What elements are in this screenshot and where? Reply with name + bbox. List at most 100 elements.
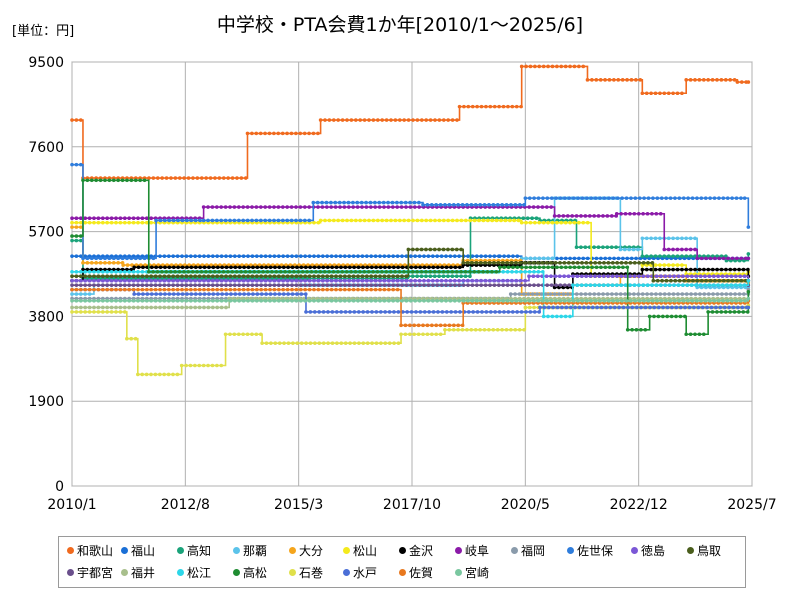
data-point: [319, 263, 323, 267]
data-point: [338, 278, 343, 283]
data-point: [118, 287, 123, 292]
data-point: [123, 287, 127, 292]
data-point: [347, 274, 352, 279]
data-point: [739, 278, 744, 283]
data-point: [540, 205, 545, 209]
data-point: [408, 332, 412, 337]
data-point: [737, 310, 741, 314]
data-point: [160, 276, 164, 281]
data-point: [463, 269, 468, 274]
data-point: [598, 298, 602, 303]
data-point: [74, 225, 79, 229]
data-point: [694, 274, 698, 279]
data-point: [213, 276, 217, 281]
data-point: [478, 327, 482, 332]
data-point: [363, 263, 367, 267]
data-point: [70, 274, 74, 279]
data-point: [555, 256, 559, 261]
data-point: [206, 287, 211, 292]
data-point: [681, 283, 685, 287]
data-point: [438, 323, 443, 328]
data-point: [127, 283, 131, 287]
data-point: [695, 278, 700, 283]
data-point: [742, 196, 747, 200]
data-point: [289, 131, 294, 136]
data-point: [596, 245, 601, 250]
data-point: [224, 292, 229, 296]
data-point: [83, 269, 87, 274]
data-point: [374, 341, 379, 345]
data-point: [105, 305, 109, 310]
data-point: [153, 274, 158, 279]
data-point: [163, 292, 167, 296]
data-point: [92, 278, 96, 283]
data-point: [169, 263, 174, 267]
data-point: [695, 196, 699, 200]
data-point: [551, 305, 555, 310]
data-point: [666, 254, 671, 258]
data-point: [180, 287, 184, 292]
data-point: [421, 203, 425, 207]
data-point: [140, 216, 145, 221]
data-point: [188, 363, 193, 368]
legend-label: 福井: [131, 565, 156, 580]
data-point: [659, 196, 664, 200]
data-point: [96, 254, 101, 258]
data-point: [403, 332, 408, 337]
data-point: [514, 269, 519, 274]
data-point: [207, 292, 211, 296]
legend-item: 高松: [233, 564, 267, 580]
data-point: [166, 372, 171, 377]
data-point: [546, 305, 551, 310]
data-point: [92, 274, 96, 279]
data-point: [149, 305, 153, 310]
data-point: [409, 283, 413, 287]
data-point: [118, 310, 123, 314]
data-point: [563, 265, 568, 270]
data-point: [164, 176, 169, 180]
data-point: [492, 254, 497, 258]
data-point: [644, 236, 649, 241]
data-point: [389, 263, 394, 267]
data-point: [206, 274, 211, 279]
data-point: [738, 274, 742, 279]
data-point: [167, 254, 171, 258]
data-point: [605, 292, 610, 296]
series-line: [72, 305, 750, 376]
data-point: [251, 292, 255, 296]
data-point: [461, 283, 466, 287]
data-point: [237, 298, 241, 303]
data-point: [314, 269, 318, 274]
data-point: [70, 283, 74, 287]
data-point: [668, 298, 673, 303]
data-point: [597, 283, 602, 287]
data-point: [74, 310, 79, 314]
data-point: [444, 310, 449, 314]
data-point: [234, 269, 239, 274]
data-point: [746, 252, 751, 256]
data-point: [145, 287, 149, 292]
data-point: [466, 283, 470, 287]
data-point: [114, 298, 118, 303]
data-point: [360, 287, 365, 292]
data-point: [537, 265, 542, 270]
data-point: [378, 287, 382, 292]
data-point: [623, 283, 628, 287]
data-point: [483, 283, 488, 287]
legend-item: 鳥取: [687, 542, 721, 558]
y-tick-label: 1900: [28, 394, 64, 410]
data-point: [129, 178, 134, 183]
data-point: [79, 287, 83, 292]
data-point: [667, 283, 672, 287]
y-tick-label: 3800: [28, 309, 64, 325]
data-point: [272, 287, 277, 292]
data-point: [189, 287, 193, 292]
data-point: [541, 196, 545, 200]
data-point: [732, 267, 737, 272]
data-point: [541, 256, 546, 261]
data-point: [326, 310, 330, 314]
data-point: [453, 310, 458, 314]
data-point: [133, 178, 138, 183]
legend-label: 高松: [243, 565, 268, 580]
data-point: [241, 274, 246, 279]
